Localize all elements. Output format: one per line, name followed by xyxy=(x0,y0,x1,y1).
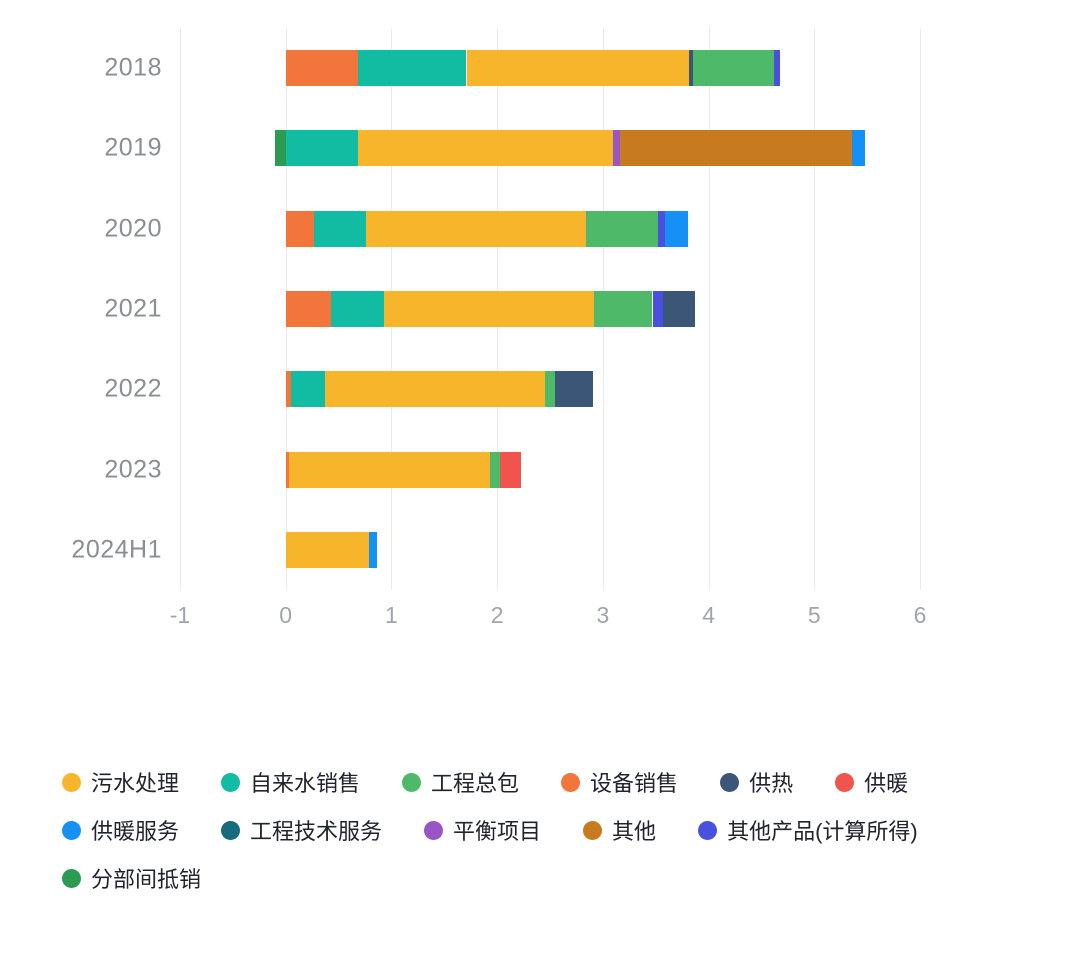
legend-label: 自来水销售 xyxy=(250,771,361,796)
bar-segment[interactable] xyxy=(585,210,658,247)
x-axis-tick-label: 0 xyxy=(279,602,293,628)
bar-segment[interactable] xyxy=(291,371,325,408)
bar-segment[interactable] xyxy=(324,371,545,408)
bar-segment[interactable] xyxy=(285,291,332,327)
legend-item[interactable]: 工程总包 xyxy=(402,766,519,798)
y-axis-labels: 2018 2019 2020 2021 2022 2023 2024H1 xyxy=(0,28,162,590)
legend-label: 其他产品(计算所得) xyxy=(727,819,918,844)
legend-dot-icon xyxy=(835,772,855,792)
bar-segment[interactable] xyxy=(285,451,289,488)
x-axis-tick-label: 5 xyxy=(807,602,821,628)
legend-row: 分部间抵销 xyxy=(62,862,1052,894)
legend-item[interactable]: 设备销售 xyxy=(561,766,678,798)
bar-segment[interactable] xyxy=(357,130,614,167)
bar-segment[interactable] xyxy=(369,531,377,568)
y-axis-category-label: 2024H1 xyxy=(71,535,162,564)
legend-item[interactable]: 工程技术服务 xyxy=(221,814,382,846)
legend-dot-icon xyxy=(62,820,81,840)
bar-segment[interactable] xyxy=(288,451,490,488)
gridline xyxy=(708,28,710,590)
legend-item[interactable]: 污水处理 xyxy=(62,766,179,798)
bar-segment[interactable] xyxy=(285,371,291,408)
x-axis-tick-label: 1 xyxy=(384,602,398,628)
bar-segment[interactable] xyxy=(692,50,775,87)
x-axis-tick-label: 6 xyxy=(913,602,927,628)
x-axis-tick-label: 3 xyxy=(596,602,610,628)
bar-segment[interactable] xyxy=(285,210,315,247)
legend-item[interactable]: 供热 xyxy=(720,766,793,798)
gridline xyxy=(920,28,921,590)
bar-segment[interactable] xyxy=(652,291,664,327)
legend-label: 污水处理 xyxy=(91,771,180,796)
x-axis-tick-label: 2 xyxy=(490,602,504,628)
legend-dot-icon xyxy=(424,820,444,840)
legend-label: 供热 xyxy=(749,771,794,796)
bar-segment[interactable] xyxy=(619,130,853,167)
bar-segment[interactable] xyxy=(852,130,865,167)
bar-segment[interactable] xyxy=(663,291,695,327)
bar-segment[interactable] xyxy=(544,371,556,408)
bar-segment[interactable] xyxy=(384,291,595,327)
bar-segment[interactable] xyxy=(665,210,689,247)
bar-segment[interactable] xyxy=(555,371,594,408)
legend-dot-icon xyxy=(62,772,81,792)
legend-dot-icon xyxy=(561,772,581,792)
y-axis-category-label: 2023 xyxy=(104,455,162,484)
legend-dot-icon xyxy=(402,772,422,792)
legend-label: 供暖服务 xyxy=(91,819,180,844)
bar-segment[interactable] xyxy=(489,451,501,488)
legend-dot-icon xyxy=(221,820,241,840)
legend-label: 平衡项目 xyxy=(453,819,542,844)
bar-segment[interactable] xyxy=(357,50,467,87)
x-axis-labels: -1 0 1 2 3 4 5 6 xyxy=(170,602,927,638)
bar-segment[interactable] xyxy=(774,50,781,87)
y-axis-category-label: 2022 xyxy=(104,374,162,403)
legend-item[interactable]: 供暖 xyxy=(835,766,908,798)
legend-row: 污水处理 自来水销售 工程总包 设备销售 供热 供暖 xyxy=(62,766,1052,798)
chart-legend: 污水处理 自来水销售 工程总包 设备销售 供热 供暖供暖服务 工程技术服务 平衡项目 其他 其他产… xyxy=(62,766,1052,910)
legend-item[interactable]: 其他 xyxy=(583,814,656,846)
bar-segment[interactable] xyxy=(285,130,358,167)
bar-segment[interactable] xyxy=(594,291,653,327)
bar-segment[interactable] xyxy=(366,210,586,247)
bar-segment[interactable] xyxy=(688,50,693,87)
legend-row: 供暖服务 工程技术服务 平衡项目 其他 其他产品(计算所得) xyxy=(62,814,1052,846)
legend-item[interactable]: 供暖服务 xyxy=(62,814,179,846)
bar-segment[interactable] xyxy=(500,451,522,488)
gridline xyxy=(814,28,816,590)
legend-dot-icon xyxy=(720,772,740,792)
gridline xyxy=(180,28,181,590)
legend-label: 设备销售 xyxy=(590,771,679,796)
legend-label: 其他 xyxy=(612,819,657,844)
stacked-bar-chart: 2018 2019 2020 2021 2022 2023 2024H1 -1 0 1 2 3 4 5 6 xyxy=(0,28,927,638)
legend-item[interactable]: 分部间抵销 xyxy=(62,862,201,894)
bar-segment[interactable] xyxy=(657,210,666,247)
legend-dot-icon xyxy=(62,868,81,888)
bar-segment[interactable] xyxy=(314,210,367,247)
legend-item[interactable]: 平衡项目 xyxy=(424,814,541,846)
legend-label: 分部间抵销 xyxy=(91,867,202,892)
legend-label: 供暖 xyxy=(864,771,909,796)
legend-item[interactable]: 其他产品(计算所得) xyxy=(698,814,918,846)
legend-dot-icon xyxy=(698,820,718,840)
legend-dot-icon xyxy=(221,772,241,792)
legend-label: 工程总包 xyxy=(431,771,520,796)
bar-segment[interactable] xyxy=(466,50,689,87)
bar-segment[interactable] xyxy=(285,531,370,568)
x-axis-tick-label: 4 xyxy=(702,602,715,628)
legend-item[interactable]: 自来水销售 xyxy=(221,766,360,798)
bar-segment[interactable] xyxy=(613,130,620,167)
plot-area xyxy=(180,28,921,590)
y-axis-category-label: 2019 xyxy=(104,133,162,162)
legend-dot-icon xyxy=(583,820,603,840)
y-axis-category-label: 2018 xyxy=(104,53,162,82)
y-axis-category-label: 2020 xyxy=(104,214,162,243)
bar-segment[interactable] xyxy=(275,130,286,167)
y-axis-category-label: 2021 xyxy=(104,294,162,323)
bar-segment[interactable] xyxy=(331,291,385,327)
bar-segment[interactable] xyxy=(285,50,358,87)
x-axis-tick-label: -1 xyxy=(169,602,191,628)
legend-label: 工程技术服务 xyxy=(250,819,383,844)
